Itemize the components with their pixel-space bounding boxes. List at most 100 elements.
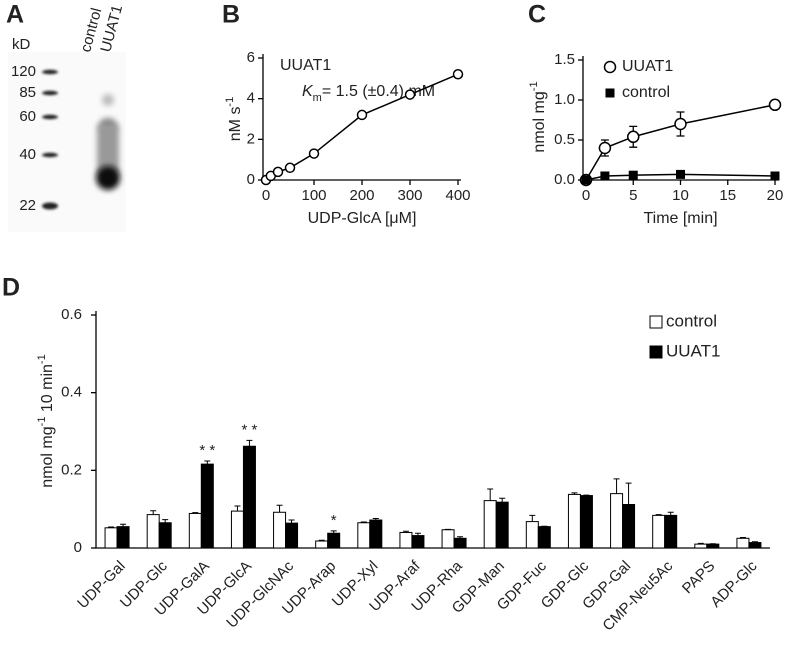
x-tick-label: 0 [262, 187, 270, 204]
error-bar [234, 505, 241, 512]
ladder-label: 22 [19, 197, 36, 214]
error-bar [402, 530, 409, 533]
x-tick-label: 200 [349, 187, 374, 204]
bar [146, 514, 160, 549]
unit-label: kD [12, 36, 31, 53]
x-axis-label: UDP-GlcA [μM] [308, 210, 417, 227]
bar [411, 535, 425, 549]
error-bar [697, 542, 704, 545]
point [676, 169, 685, 179]
y-axis-label-part: -1 [36, 354, 48, 364]
y-tick-label: 1.5 [554, 51, 575, 68]
y-axis-label-part: nmol mg [531, 91, 548, 152]
legend-label: UUAT1 [622, 58, 673, 75]
error-bar [120, 523, 127, 527]
bar [495, 501, 509, 549]
error-bar [487, 488, 494, 501]
error-bar [162, 519, 169, 523]
error-bar [529, 514, 536, 522]
point [598, 141, 612, 155]
legend-swatch [649, 345, 663, 359]
y-tick-label: 0.2 [61, 461, 82, 478]
y-tick-label: 4 [247, 90, 255, 107]
error-bar [457, 536, 464, 539]
ladder-band [42, 152, 58, 158]
bar [285, 522, 299, 549]
x-tick-label: PAPS [679, 558, 719, 598]
bar [200, 463, 214, 549]
error-bar [414, 532, 421, 536]
x-tick-label: ADP-Glc [707, 557, 761, 611]
error-bar [192, 512, 199, 514]
legend-label: control [622, 84, 670, 101]
error-bar [667, 511, 674, 516]
bar [537, 526, 551, 549]
ladder-label: 40 [19, 146, 36, 163]
y-tick-label: 0 [74, 539, 82, 556]
bar [706, 543, 720, 549]
bar [230, 510, 244, 549]
ladder-band [42, 69, 58, 75]
ladder-label: 60 [19, 108, 36, 125]
legend-swatch [649, 315, 663, 329]
ladder-band [42, 90, 58, 96]
point [284, 162, 296, 174]
bar [158, 522, 172, 549]
bar [748, 542, 762, 549]
point [308, 148, 320, 159]
km-annotation-part: K [302, 83, 314, 100]
ladder-band [42, 202, 58, 210]
panel-label: D [2, 274, 20, 302]
x-tick-label: 15 [719, 187, 736, 204]
bar [579, 495, 593, 549]
y-axis-label-part: -1 [36, 417, 48, 427]
ladder-label: 120 [11, 63, 36, 80]
bar [315, 540, 329, 549]
y-axis-label: nmol mg-1 10 min-1 [36, 354, 56, 487]
legend-marker [605, 88, 615, 98]
y-axis-label-part: 10 min [39, 364, 56, 416]
error-bar [204, 460, 211, 465]
bar [327, 532, 341, 549]
bar [116, 526, 130, 549]
y-axis-label-part: -1 [528, 81, 540, 91]
error-bar [751, 541, 758, 543]
bar [664, 514, 678, 549]
panel-label: B [222, 1, 240, 29]
bar [453, 537, 467, 549]
error-bar [276, 504, 283, 513]
point [581, 175, 591, 185]
annotation: UUAT1 [280, 57, 331, 74]
x-tick-label: 10 [672, 187, 689, 204]
bar [357, 522, 371, 549]
y-tick-label: 6 [247, 49, 255, 66]
legend-marker [603, 60, 617, 74]
x-tick-label: 20 [767, 187, 784, 204]
point [674, 117, 687, 131]
y-tick-label: 0.6 [61, 306, 82, 323]
error-bar [571, 492, 578, 495]
y-axis-label-part: -1 [224, 97, 236, 107]
bar [399, 531, 413, 549]
error-bar [330, 530, 337, 534]
y-tick-label: 0.5 [554, 131, 575, 148]
error-bar [625, 482, 632, 505]
error-bar [108, 526, 115, 528]
point [770, 171, 780, 181]
ladder-label: 85 [19, 84, 36, 101]
x-tick-label: 5 [629, 187, 637, 204]
x-tick-label: 0 [582, 187, 590, 204]
y-axis-label: nmol mg-1 [528, 81, 548, 152]
significance: * * [242, 421, 258, 438]
error-bar [499, 497, 506, 503]
significance: * * [199, 442, 215, 459]
blot-image [8, 52, 126, 232]
point [272, 166, 284, 178]
bar [369, 519, 383, 549]
point [404, 89, 416, 100]
y-tick-label: 0.4 [61, 384, 82, 401]
legend-label: control [666, 311, 717, 330]
error-bar [288, 519, 295, 524]
point [628, 170, 638, 180]
bar [104, 527, 118, 549]
